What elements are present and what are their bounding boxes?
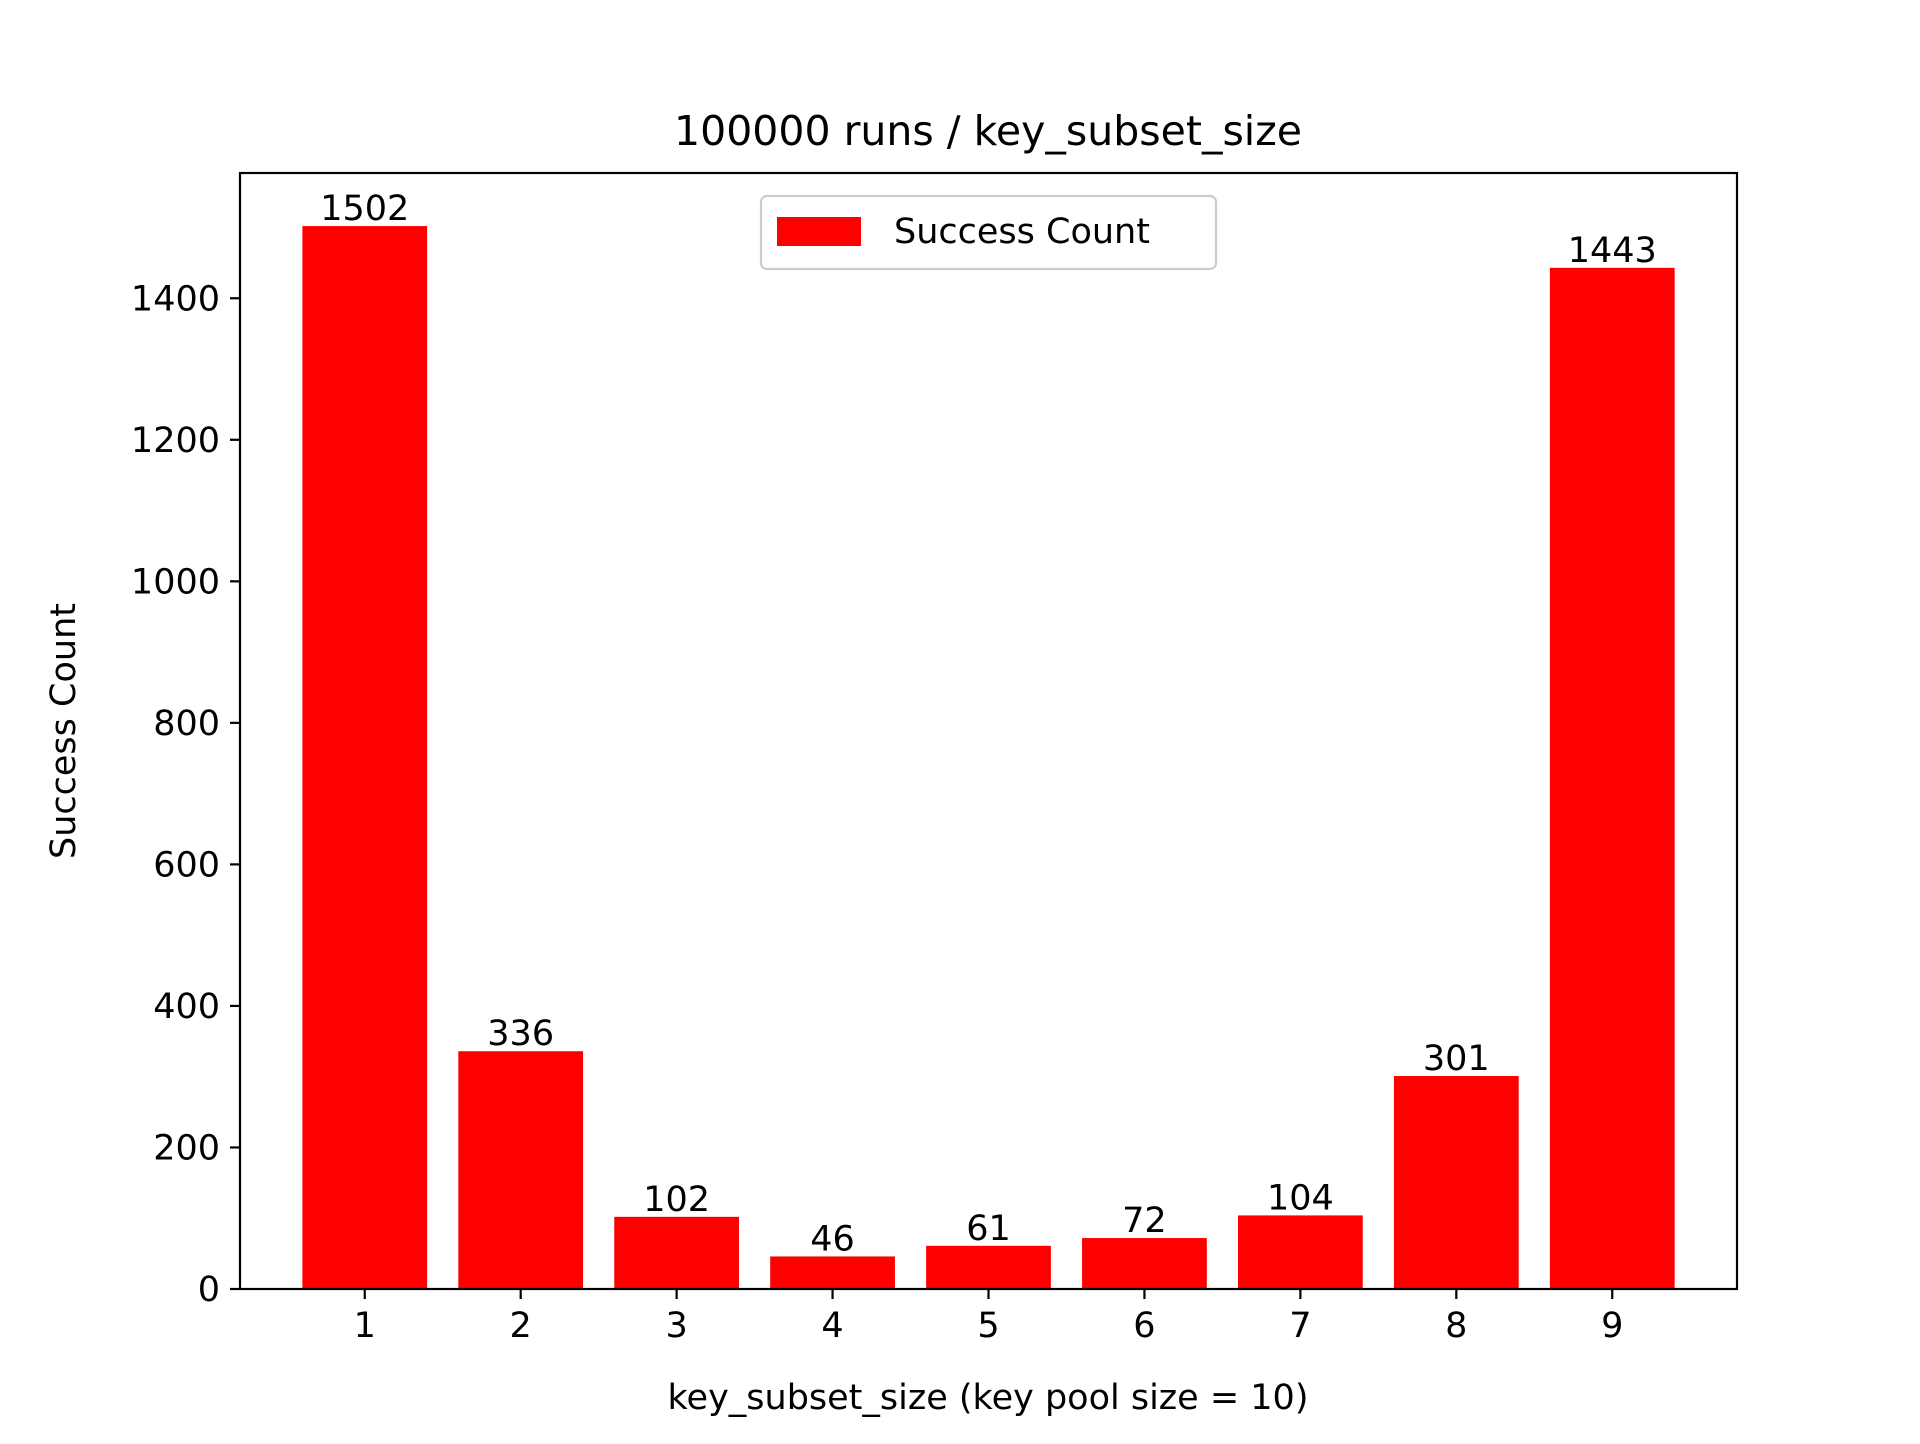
x-tick-label-6: 6 xyxy=(1133,1306,1155,1346)
x-axis-label: key_subset_size (key pool size = 10) xyxy=(668,1378,1309,1418)
bars-layer xyxy=(302,226,1675,1290)
bar-8 xyxy=(1393,1075,1519,1289)
y-tick-label-600: 600 xyxy=(153,845,220,885)
legend-swatch xyxy=(777,217,861,246)
data-label-1: 1502 xyxy=(320,189,409,229)
x-tick-label-4: 4 xyxy=(821,1306,843,1346)
bar-4 xyxy=(770,1256,895,1289)
y-tick-label-0: 0 xyxy=(198,1270,220,1310)
x-axis: 1 2 3 4 5 6 7 8 9 xyxy=(354,1289,1623,1346)
legend: Success Count xyxy=(759,194,1218,271)
x-tick-label-1: 1 xyxy=(354,1306,376,1346)
data-label-3: 102 xyxy=(643,1180,710,1220)
bar-5 xyxy=(926,1245,1051,1289)
bar-6 xyxy=(1082,1238,1207,1289)
x-tick-label-7: 7 xyxy=(1289,1306,1311,1346)
bar-3 xyxy=(614,1216,739,1289)
y-tick-label-200: 200 xyxy=(153,1128,220,1168)
bar-7 xyxy=(1238,1215,1363,1289)
y-axis: 0 200 400 600 800 1000 1200 1400 xyxy=(131,279,240,1310)
data-label-8: 301 xyxy=(1423,1039,1490,1079)
data-label-6: 72 xyxy=(1122,1201,1167,1241)
data-labels: 1502 336 102 46 61 72 104 301 1443 xyxy=(320,189,1657,1259)
y-tick-label-1200: 1200 xyxy=(131,421,220,461)
legend-box xyxy=(759,194,1218,271)
bar-9 xyxy=(1549,267,1675,1290)
x-tick-label-3: 3 xyxy=(665,1306,687,1346)
x-tick-label-2: 2 xyxy=(510,1306,532,1346)
chart-title: 100000 runs / key_subset_size xyxy=(674,107,1302,155)
y-tick-label-1000: 1000 xyxy=(131,562,220,602)
bar-1 xyxy=(302,226,428,1290)
data-label-9: 1443 xyxy=(1568,231,1657,271)
x-tick-label-8: 8 xyxy=(1445,1306,1467,1346)
x-tick-label-9: 9 xyxy=(1601,1306,1623,1346)
x-tick-label-5: 5 xyxy=(977,1306,999,1346)
y-tick-label-400: 400 xyxy=(153,987,220,1027)
data-label-4: 46 xyxy=(810,1219,855,1259)
data-label-7: 104 xyxy=(1267,1178,1334,1218)
data-label-5: 61 xyxy=(966,1209,1011,1249)
y-tick-label-800: 800 xyxy=(153,704,220,744)
y-axis-label: Success Count xyxy=(44,603,84,859)
legend-label: Success Count xyxy=(894,212,1150,252)
data-label-2: 336 xyxy=(487,1014,554,1054)
bar-2 xyxy=(458,1051,584,1289)
y-tick-label-1400: 1400 xyxy=(131,279,220,319)
